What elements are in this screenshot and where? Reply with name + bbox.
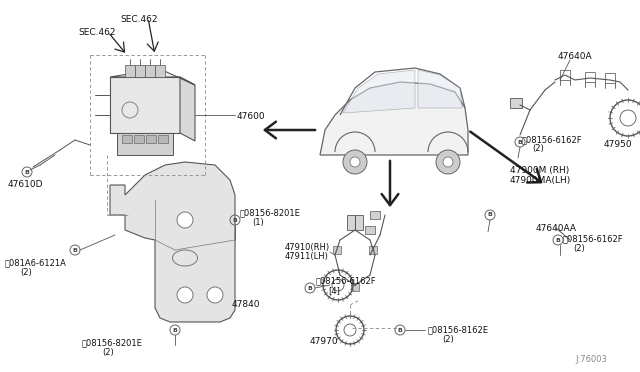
Circle shape: [443, 157, 453, 167]
Polygon shape: [343, 70, 415, 113]
Text: B: B: [232, 218, 237, 222]
Bar: [158, 135, 168, 143]
Bar: [605, 73, 615, 83]
Text: SEC.462: SEC.462: [120, 15, 157, 24]
Bar: [145, 65, 155, 77]
Text: 47950: 47950: [604, 140, 632, 149]
Circle shape: [436, 150, 460, 174]
Text: (2): (2): [442, 335, 454, 344]
Circle shape: [177, 287, 193, 303]
Polygon shape: [418, 70, 462, 108]
Text: B: B: [308, 285, 312, 291]
Text: [4]: [4]: [328, 286, 340, 295]
Text: 47640AA: 47640AA: [536, 224, 577, 233]
Text: Ⓑ08156-6162F: Ⓑ08156-6162F: [316, 276, 376, 285]
Bar: [351, 283, 359, 291]
Bar: [155, 65, 165, 77]
Text: B: B: [556, 237, 561, 243]
Text: Ⓑ08156-8162E: Ⓑ08156-8162E: [428, 325, 489, 334]
Text: Ⓑ08156-8201E: Ⓑ08156-8201E: [82, 338, 143, 347]
Bar: [125, 65, 135, 77]
Bar: [135, 65, 145, 77]
Text: (1): (1): [252, 218, 264, 227]
Polygon shape: [110, 69, 195, 85]
Bar: [370, 211, 380, 219]
Text: 47640A: 47640A: [558, 52, 593, 61]
Text: (2): (2): [20, 268, 32, 277]
Text: 47900M (RH): 47900M (RH): [510, 166, 569, 175]
Bar: [347, 215, 363, 230]
Text: B: B: [72, 247, 77, 253]
Text: 47600: 47600: [237, 112, 266, 121]
Text: B: B: [173, 327, 177, 333]
Text: Ⓑ08156-6162F: Ⓑ08156-6162F: [522, 135, 582, 144]
Text: Ⓑ081A6-6121A: Ⓑ081A6-6121A: [5, 258, 67, 267]
Text: 47970: 47970: [310, 337, 339, 346]
Bar: [146, 135, 156, 143]
Polygon shape: [320, 82, 468, 155]
Circle shape: [177, 212, 193, 228]
Bar: [560, 70, 570, 80]
Text: 47900MA(LH): 47900MA(LH): [510, 176, 572, 185]
Polygon shape: [110, 162, 235, 322]
Text: B: B: [24, 170, 29, 174]
Text: B: B: [488, 212, 492, 218]
Text: (2): (2): [573, 244, 585, 253]
Text: (2): (2): [532, 144, 544, 153]
Bar: [122, 135, 132, 143]
Bar: [369, 246, 377, 254]
Text: 47910(RH): 47910(RH): [285, 243, 330, 252]
Bar: [134, 135, 144, 143]
Text: SEC.462: SEC.462: [78, 28, 115, 37]
Bar: [117, 133, 173, 155]
Text: Ⓑ08156-6162F: Ⓑ08156-6162F: [563, 234, 623, 243]
Text: J:76003: J:76003: [575, 355, 607, 364]
Circle shape: [350, 157, 360, 167]
Bar: [110, 77, 180, 133]
Bar: [585, 72, 595, 82]
Bar: [510, 98, 522, 108]
Text: 47911(LH): 47911(LH): [285, 252, 329, 261]
Bar: [365, 226, 375, 234]
Text: 47610D: 47610D: [8, 180, 44, 189]
Circle shape: [207, 287, 223, 303]
Text: Ⓑ08156-8201E: Ⓑ08156-8201E: [240, 208, 301, 217]
Text: 47840: 47840: [232, 300, 260, 309]
Text: B: B: [518, 140, 522, 144]
Text: (2): (2): [102, 348, 114, 357]
Polygon shape: [180, 77, 195, 141]
Bar: [333, 246, 341, 254]
Text: B: B: [397, 327, 403, 333]
Circle shape: [343, 150, 367, 174]
